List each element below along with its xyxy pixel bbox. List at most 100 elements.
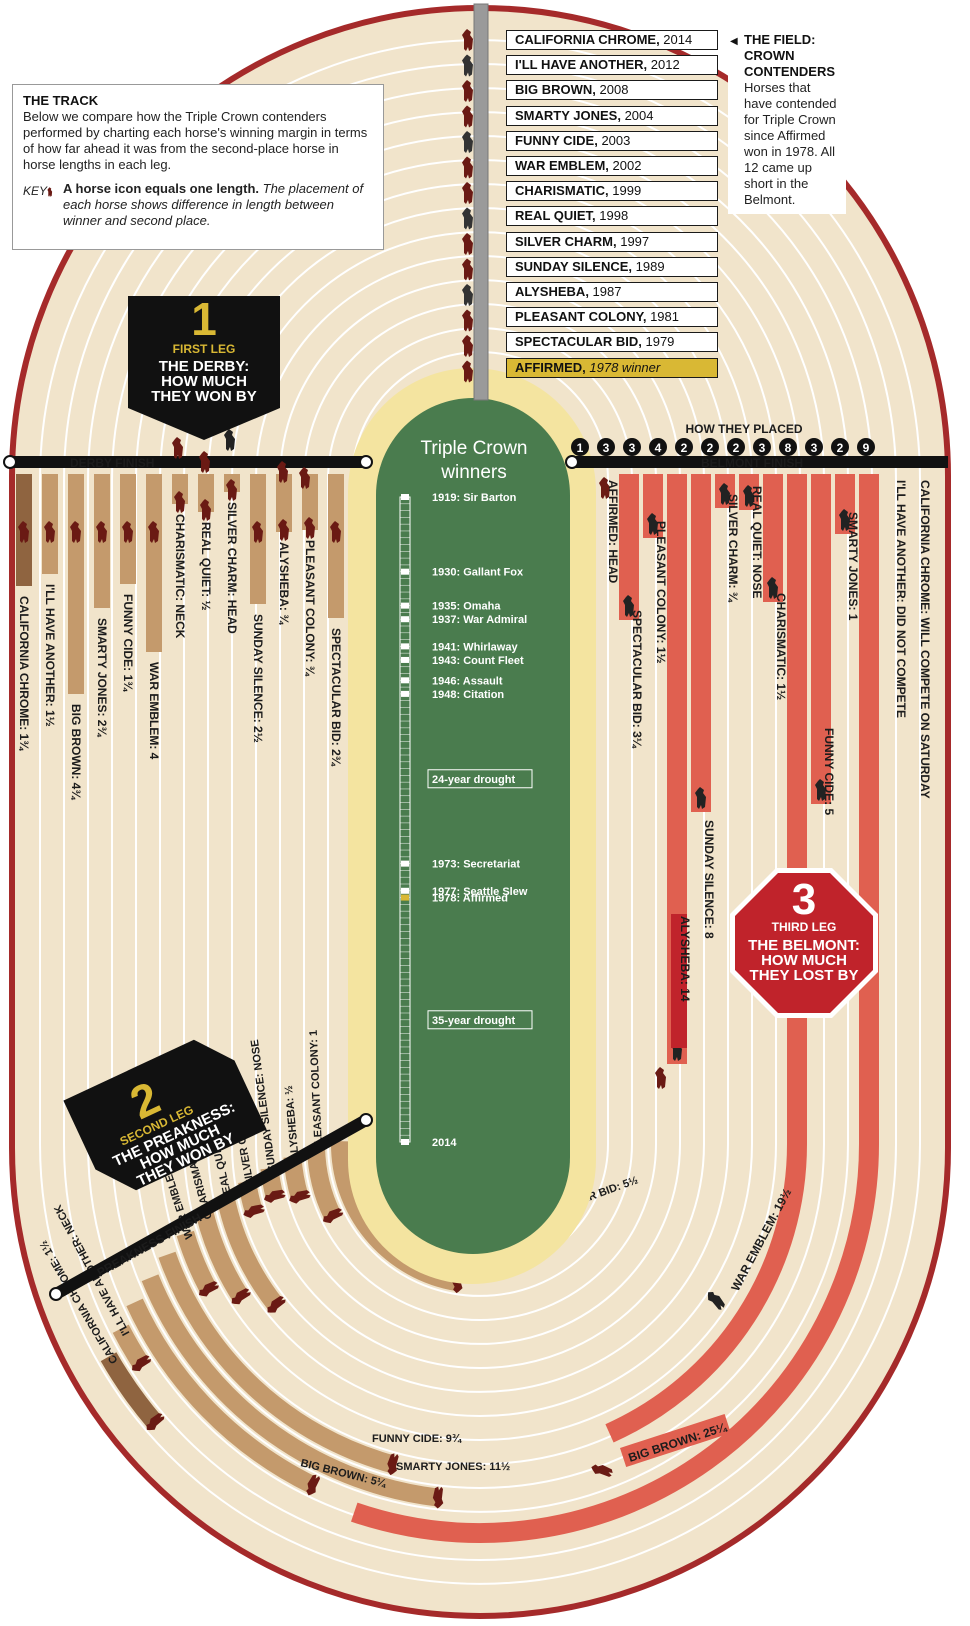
finish-dot [49, 1287, 63, 1301]
derby-bar [146, 474, 162, 652]
horse-icon [289, 1190, 311, 1204]
placed-badge [623, 438, 641, 456]
horse-icon [623, 595, 634, 617]
winner-label: 1943: Count Fleet [432, 655, 524, 667]
horse-icon [839, 509, 850, 531]
field-horse-row: AFFIRMED, 1978 winner [506, 357, 718, 378]
finish-dot [565, 455, 579, 469]
horse-icon [462, 360, 473, 383]
derby-finish-line [8, 456, 368, 468]
horse-icon [815, 779, 826, 801]
field-horse-name: SPECTACULAR BID, [515, 334, 642, 350]
winner-label: 1948: Citation [432, 689, 504, 701]
derby-label: REAL QUIET: ½ [199, 522, 213, 610]
preakness-bar [216, 1194, 283, 1311]
horse-icon [243, 1204, 265, 1219]
derby-label: FUNNY CIDE: 1¾ [121, 594, 135, 692]
horse-icon [462, 207, 473, 230]
horse-icon [387, 1453, 399, 1476]
belmont-bar [811, 474, 831, 804]
winner-mark [401, 690, 409, 697]
horse-icon [299, 467, 310, 489]
placed-badge [649, 438, 667, 456]
winner-mark [401, 1139, 409, 1145]
lane-line [327, 327, 633, 1297]
belmont-label: REAL QUIET: NOSE [750, 486, 764, 598]
derby-bars: CALIFORNIA CHROME: 1¾ I'LL HAVE ANOTHER: … [16, 474, 370, 800]
derby-badge: 1 FIRST LEG THE DERBY: HOW MUCH THEY WON… [128, 293, 280, 440]
placed-number: 2 [707, 441, 714, 455]
derby-bar [276, 474, 292, 532]
finish-dot [359, 455, 373, 469]
winner-mark [401, 860, 409, 867]
horse-icon [462, 80, 473, 102]
start-pole [473, 3, 489, 401]
field-horse-year: 2008 [595, 82, 629, 98]
derby-label: SMARTY JONES: 2¾ [95, 618, 109, 737]
field-horse-year: 1981 [646, 309, 680, 325]
horse-icon [278, 519, 289, 541]
horse-icon [462, 284, 473, 306]
placed-badge [753, 438, 771, 456]
field-horse-row: PLEASANT COLONY, 1981 [506, 307, 718, 328]
belmont-badge: 3 THIRD LEG THE BELMONT: HOW MUCH THEY L… [730, 868, 878, 1018]
field-horse-row: CALIFORNIA CHROME, 2014 [506, 30, 718, 50]
belmont-number: 3 [792, 875, 816, 924]
field-horse-year: 2014 [659, 32, 693, 47]
field-horse-name: WAR EMBLEM, [515, 158, 609, 173]
horse-icon [462, 233, 473, 255]
horse-icon [719, 483, 730, 505]
field-horse-row: WAR EMBLEM, 2002 [506, 156, 718, 176]
belmont-label: FUNNY CIDE: 5 [822, 728, 836, 815]
placed-badge [805, 438, 823, 456]
lane-line [255, 255, 705, 1369]
infield-title-line: Triple Crown [421, 438, 528, 459]
horse-icon [47, 187, 53, 197]
derby-number: 1 [191, 293, 217, 345]
end-label: 2014 [432, 1137, 457, 1149]
belmont-bar [351, 474, 879, 1543]
belmont-label-bg [620, 1414, 731, 1468]
derby-label: WAR EMBLEM: 4 [147, 662, 161, 760]
field-horse-year: 1998 [595, 208, 629, 224]
preakness-bar [126, 1298, 317, 1494]
horse-icon [462, 309, 473, 332]
belmont-label: SPECTACULAR BID: 3¼ [630, 610, 644, 749]
belmont-leg: THIRD LEG [772, 920, 837, 934]
belmont-label: SMARTY JONES: 1 [846, 512, 860, 621]
placed-badge [571, 438, 589, 456]
belmont-title-2: HOW MUCH [761, 952, 847, 969]
horse-icon [462, 335, 473, 357]
horse-icon [267, 1296, 286, 1313]
horse-icon [591, 1464, 613, 1477]
field-horse-row: CHARISMATIC, 1999 [506, 181, 718, 202]
field-heading: THE FIELD: CROWN CONTENDERS [744, 32, 836, 79]
horse-icon [462, 54, 473, 77]
infield [376, 398, 570, 1254]
horse-icon [231, 1288, 251, 1305]
winner-mark [401, 602, 409, 609]
field-horse-row: FUNNY CIDE, 2003 [506, 130, 718, 151]
key-label: KEY [23, 184, 48, 198]
belmont-label: CHARISMATIC: 1½ [774, 593, 788, 700]
horse-icon [277, 461, 288, 483]
field-horse-name: SILVER CHARM, [515, 233, 617, 249]
winner-mark [401, 568, 409, 575]
field-horse-year: 2012 [647, 57, 680, 73]
placed-heading: HOW THEY PLACED [685, 422, 802, 436]
belmont-label-bg [671, 914, 687, 1048]
derby-title-3: THEY WON BY [151, 388, 257, 405]
winner-label: 1930: Gallant Fox [432, 567, 524, 579]
horse-icon [707, 1291, 725, 1310]
placed-number: 9 [863, 441, 870, 455]
preakness-bar [141, 1274, 440, 1507]
horse-icon [647, 513, 658, 535]
field-horse-row: ALYSHEBA, 1987 [506, 282, 718, 302]
winner-mark [401, 656, 409, 663]
horse-icon [767, 577, 778, 599]
horse-icon [462, 182, 473, 204]
horse-icon [199, 451, 210, 473]
preakness-bar [158, 1251, 395, 1473]
